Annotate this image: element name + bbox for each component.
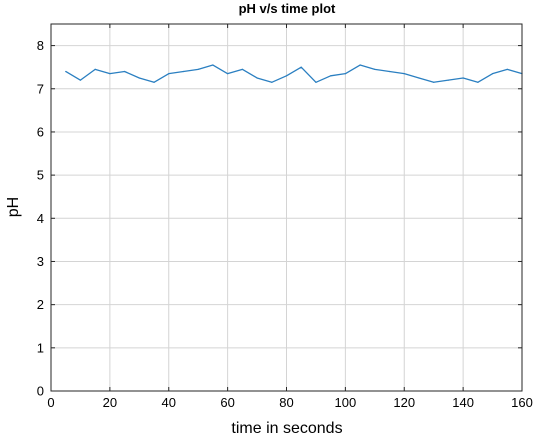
data-point xyxy=(109,73,111,75)
data-point xyxy=(344,73,346,75)
data-point xyxy=(197,68,199,70)
data-point xyxy=(256,77,258,79)
y-tick-label: 4 xyxy=(37,211,44,226)
data-point xyxy=(300,66,302,68)
data-point xyxy=(433,81,435,83)
data-point xyxy=(447,79,450,81)
data-point xyxy=(374,68,376,70)
y-tick-label: 6 xyxy=(37,124,44,139)
y-tick-label: 7 xyxy=(37,81,44,96)
data-point xyxy=(271,81,273,83)
y-tick-label: 5 xyxy=(37,168,44,183)
y-tick-label: 3 xyxy=(37,254,44,269)
data-point xyxy=(491,73,494,75)
data-point xyxy=(212,64,214,66)
data-point xyxy=(123,70,126,73)
x-tick-label: 120 xyxy=(393,395,415,410)
y-tick-label: 8 xyxy=(37,38,44,53)
data-point xyxy=(388,70,391,73)
x-tick-label: 60 xyxy=(220,395,234,410)
data-point xyxy=(506,68,508,70)
data-point xyxy=(65,70,67,73)
x-tick-label: 100 xyxy=(335,395,357,410)
y-axis-label: pH xyxy=(5,197,22,217)
data-point xyxy=(330,75,332,77)
x-tick-label: 80 xyxy=(279,395,293,410)
x-axis-label: time in seconds xyxy=(231,420,342,437)
x-tick-label: 140 xyxy=(452,395,474,410)
data-point xyxy=(403,73,405,75)
series-group xyxy=(65,64,523,83)
data-point xyxy=(285,75,288,77)
chart-title: pH v/s time plot xyxy=(239,1,336,16)
data-point xyxy=(94,68,96,70)
data-point xyxy=(79,79,82,81)
x-tick-label: 20 xyxy=(103,395,117,410)
x-tick-label: 40 xyxy=(162,395,176,410)
x-tick-labels: 0 20 40 60 80 100 120 140 160 xyxy=(47,395,532,410)
y-tick-label: 0 xyxy=(37,384,44,399)
data-point xyxy=(227,73,229,75)
data-point xyxy=(477,81,479,83)
y-tick-labels: 0 1 2 3 4 5 6 7 8 xyxy=(37,38,44,398)
data-point xyxy=(359,64,361,66)
data-point xyxy=(418,77,420,79)
plot-frame xyxy=(50,23,523,392)
data-point xyxy=(462,77,464,79)
ph-series-line xyxy=(65,64,523,83)
data-point xyxy=(182,70,185,73)
y-tick-label: 2 xyxy=(37,297,44,312)
data-point xyxy=(153,81,155,83)
x-tick-label: 0 xyxy=(47,395,54,410)
data-point xyxy=(315,81,317,83)
data-point xyxy=(241,68,243,70)
data-point xyxy=(138,77,140,79)
y-tick-label: 1 xyxy=(37,340,44,355)
data-point xyxy=(168,73,170,75)
x-tick-label: 160 xyxy=(511,395,533,410)
